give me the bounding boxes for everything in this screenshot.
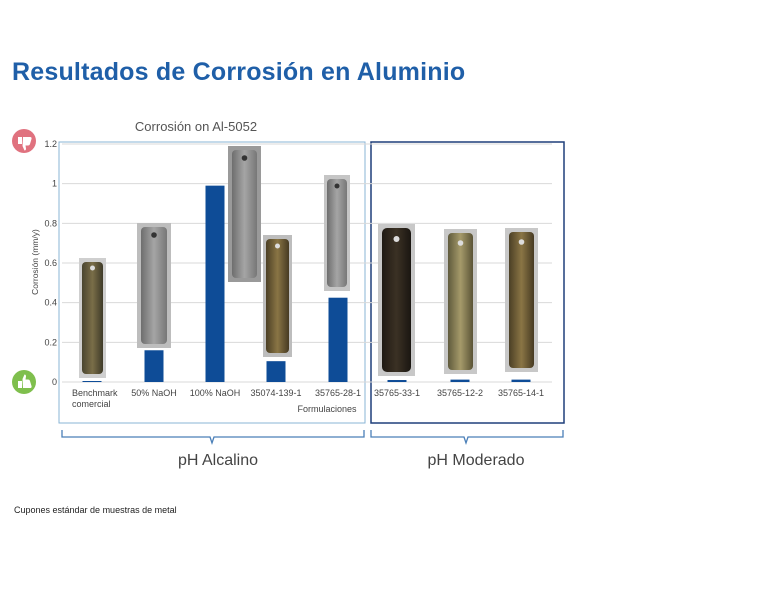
y-tick-label: 0 [52,377,57,387]
bar [328,297,348,382]
y-tick-label: 0.4 [44,298,57,308]
y-tick-label: 0.8 [44,218,57,228]
y-tick-label: 1 [52,179,57,189]
thumbs-up-icon [12,370,36,394]
category-label: 35765-12-2 [437,388,483,398]
grid [62,143,552,383]
group-braces: pH Alcalino pH Moderado [61,430,564,469]
coupon-images [79,146,538,378]
group-label: pH Moderado [428,452,525,469]
footnote: Cupones estándar de muestras de metal [14,505,177,515]
bar [205,185,225,382]
y-tick-label: 0.2 [44,337,57,347]
category-label: Benchmark [72,388,118,398]
y-axis-ticks: 0 0.2 0.4 0.6 0.8 1 1.2 [44,139,57,387]
coupon-photo [324,175,350,291]
coupon-photo [505,228,538,372]
category-label: 35765-28-1 [315,388,361,398]
group-brace [370,430,564,446]
thumbs-down-icon [12,129,36,153]
coupon-photo [228,146,261,282]
category-label: 50% NaOH [131,388,177,398]
coupon-photo [378,224,415,376]
bar [450,379,470,382]
coupon-photo [79,258,106,378]
bars [82,185,531,383]
y-axis-label: Corrosión (mm/y) [30,229,40,295]
category-label: 35765-14-1 [498,388,544,398]
bar [266,361,286,382]
group-label: pH Alcalino [178,452,258,469]
category-label: 100% NaOH [190,388,241,398]
coupon-photo [263,235,292,357]
coupon-photo [444,229,477,374]
chart-title: Corrosión on Al-5052 [135,119,257,134]
y-tick-label: 1.2 [44,139,57,149]
group-frame-alcalino [58,141,366,424]
page-title: Resultados de Corrosión en Aluminio [12,58,466,86]
bar [387,380,407,382]
category-label: 35074-139-1 [250,388,301,398]
bar [82,381,102,383]
x-axis-label: Formulaciones [297,404,357,414]
bar [511,379,531,382]
category-label: 35765-33-1 [374,388,420,398]
y-tick-label: 0.6 [44,258,57,268]
bar [144,350,164,382]
coupon-photo [137,223,171,348]
group-brace [61,430,365,446]
category-label: comercial [72,399,111,409]
group-frame-moderado [370,141,565,424]
